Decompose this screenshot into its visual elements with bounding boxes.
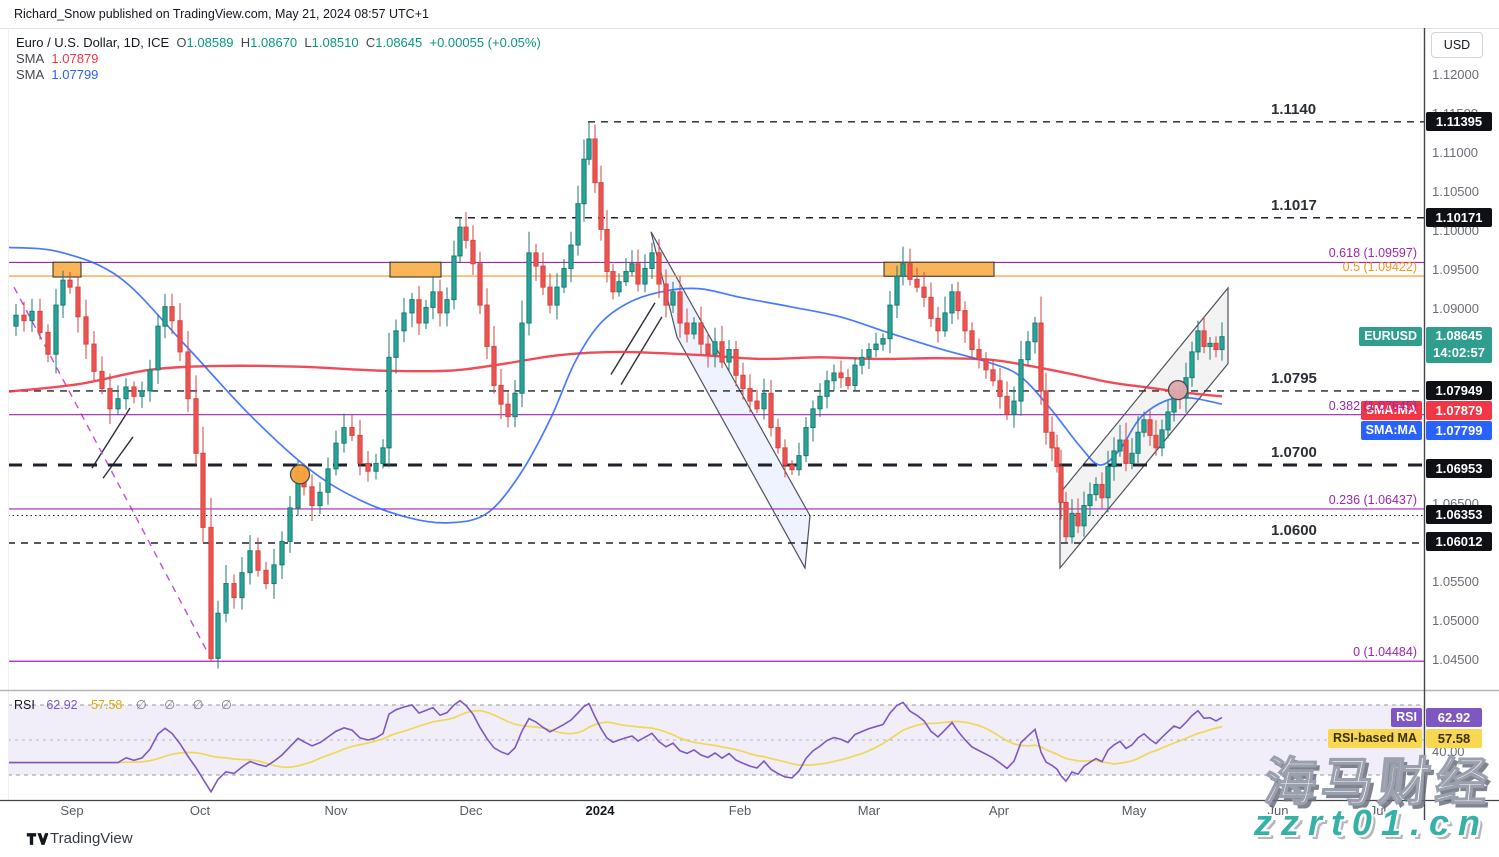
rsi-value: 62.92 [46, 698, 78, 712]
open-label: O [176, 35, 187, 50]
supply-zone-0 [52, 261, 82, 278]
close-label: C [365, 35, 376, 50]
trendline-3 [620, 316, 663, 386]
legend-sma2-row: SMA 1.07799 [16, 67, 541, 83]
trendline-1 [102, 436, 134, 479]
open-value: 1.08589 [186, 35, 234, 50]
low-label: L [304, 35, 312, 50]
sma2-value: 1.07799 [51, 67, 99, 82]
symbol-title: Euro / U.S. Dollar, 1D, ICE [16, 35, 170, 50]
change-value: +0.00055 (+0.05%) [429, 35, 541, 50]
close-value: 1.08645 [375, 35, 423, 50]
published-line: Richard_Snow published on TradingView.co… [14, 7, 429, 21]
sma-red-line [7, 350, 1223, 398]
rsi-indicator-legend: RSI 62.92 57.58 ∅ ∅ ∅ ∅ [14, 697, 239, 712]
watermark-site-url: zzrt01.cn [1253, 802, 1489, 843]
candlestick-series [13, 121, 1225, 669]
circle-marker-0 [289, 464, 311, 485]
trendline-2 [610, 302, 656, 375]
tradingview-logo-icon[interactable] [26, 830, 48, 848]
symbol-legend: Euro / U.S. Dollar, 1D, ICE O1.08589 H1.… [16, 35, 541, 83]
supply-zone-1 [389, 261, 442, 278]
high-label: H [240, 35, 251, 50]
rsi-line [8, 699, 1223, 794]
tradingview-brand-text[interactable]: TradingView [50, 830, 133, 847]
low-value: 1.08510 [311, 35, 359, 50]
legend-sma1-row: SMA 1.07879 [16, 51, 541, 67]
high-value: 1.08670 [250, 35, 298, 50]
sma1-value: 1.07879 [51, 51, 99, 66]
rsi-ma-line [8, 709, 1223, 769]
legend-ohlc-row: Euro / U.S. Dollar, 1D, ICE O1.08589 H1.… [16, 35, 541, 51]
currency-toggle-button[interactable]: USD [1431, 32, 1483, 58]
rsi-title: RSI [14, 698, 35, 712]
circle-marker-1 [1167, 379, 1189, 401]
rsi-hidden-inputs: ∅ ∅ ∅ ∅ [135, 698, 239, 712]
trendline-0 [91, 407, 131, 469]
sma1-label: SMA [16, 51, 45, 66]
sma2-label: SMA [16, 67, 45, 82]
descending-channel [650, 231, 811, 570]
footer-bar: TradingView [0, 820, 1499, 857]
rsi-ma-value: 57.58 [91, 698, 123, 712]
